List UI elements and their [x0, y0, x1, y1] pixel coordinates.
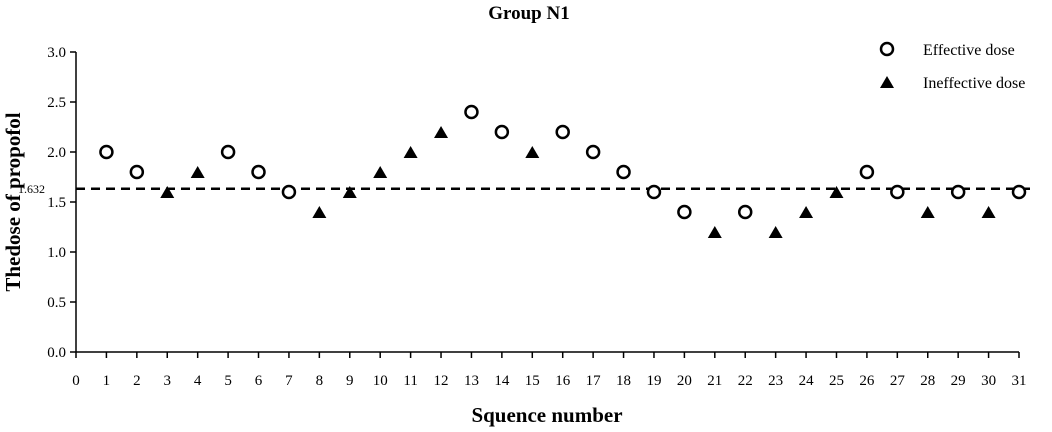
- x-tick-label: 13: [464, 373, 479, 389]
- legend-ineffective-marker: [880, 76, 894, 88]
- x-tick-label: 12: [434, 373, 449, 389]
- ineffective-dose-point: [160, 186, 175, 198]
- x-tick-label: 8: [316, 373, 324, 389]
- x-tick-label: 27: [890, 373, 906, 389]
- x-tick-label: 28: [920, 373, 935, 389]
- legend-effective-marker: [879, 41, 895, 57]
- x-tick-label: 0: [72, 373, 80, 389]
- x-tick-label: 24: [799, 373, 815, 389]
- effective-dose-point: [464, 104, 479, 120]
- ineffective-dose-point: [342, 186, 357, 198]
- effective-dose-point: [494, 124, 510, 140]
- effective-dose-point: [677, 204, 692, 220]
- x-tick-label: 26: [859, 373, 875, 389]
- ineffective-dose-point: [434, 126, 449, 138]
- x-tick-label: 2: [133, 373, 141, 389]
- ineffective-dose-point: [312, 206, 327, 218]
- y-tick-label: 2.5: [47, 95, 66, 111]
- series-layer: [99, 104, 1027, 238]
- x-ticks: 0 1 2 3 4 5 6 7 8 9 10 11 12 13 14 15 16 17 18 19 20 21 22 23 24…: [72, 352, 1027, 389]
- y-tick-label: 1.0: [47, 245, 66, 261]
- ineffective-dose-point: [525, 146, 540, 158]
- effective-dose-point: [616, 164, 631, 180]
- ineffective-dose-point: [920, 206, 935, 218]
- chart-title: Group N1: [488, 3, 569, 24]
- ineffective-dose-point: [707, 226, 722, 238]
- legend: Effective dose Ineffective dose: [879, 41, 1025, 92]
- x-tick-label: 15: [525, 373, 540, 389]
- x-axis-label: Squence number: [471, 403, 622, 427]
- x-tick-label: 23: [768, 373, 783, 389]
- ineffective-dose-point: [829, 186, 844, 198]
- x-tick-label: 14: [494, 373, 510, 389]
- x-tick-label: 31: [1012, 373, 1027, 389]
- x-tick-label: 17: [586, 373, 602, 389]
- x-tick-label: 21: [707, 373, 722, 389]
- x-tick-label: 16: [555, 373, 571, 389]
- effective-dose-point: [890, 184, 905, 200]
- x-tick-label: 30: [981, 373, 996, 389]
- x-tick-label: 22: [738, 373, 753, 389]
- ineffective-dose-point: [403, 146, 418, 158]
- x-tick-label: 4: [194, 373, 202, 389]
- y-tick-label: 2.0: [47, 145, 66, 161]
- legend-ineffective-label: Ineffective dose: [923, 75, 1025, 92]
- effective-dose-point: [99, 144, 114, 160]
- effective-dose-point: [646, 184, 662, 200]
- x-tick-label: 11: [403, 373, 417, 389]
- reference-line-label: 1.632: [18, 182, 45, 196]
- x-tick-label: 9: [346, 373, 354, 389]
- ineffective-dose-point: [981, 206, 996, 218]
- effective-dose-point: [220, 144, 236, 160]
- legend-effective-label: Effective dose: [923, 42, 1015, 59]
- effective-dose-point: [281, 184, 297, 200]
- x-tick-label: 10: [373, 373, 388, 389]
- effective-dose-point: [555, 124, 570, 140]
- effective-dose-point: [950, 184, 966, 200]
- y-tick-label: 0.0: [47, 345, 66, 361]
- x-tick-label: 6: [255, 373, 263, 389]
- effective-dose-point: [737, 204, 753, 220]
- y-ticks: 0.0 0.5 1.0 1.5 2.0 2.5 3.0: [47, 45, 76, 361]
- x-tick-label: 29: [951, 373, 966, 389]
- x-tick-label: 25: [829, 373, 844, 389]
- y-axis-label: Thedose of propofol: [1, 112, 25, 291]
- effective-dose-point: [859, 164, 875, 180]
- ineffective-dose-point: [190, 166, 205, 178]
- x-tick-label: 18: [616, 373, 631, 389]
- x-tick-label: 20: [677, 373, 692, 389]
- x-tick-label: 5: [224, 373, 232, 389]
- ineffective-dose-point: [768, 226, 783, 238]
- x-tick-label: 3: [164, 373, 172, 389]
- effective-dose-point: [585, 144, 601, 160]
- effective-dose-point: [1011, 184, 1027, 200]
- y-tick-label: 1.5: [47, 195, 66, 211]
- ineffective-dose-point: [799, 206, 814, 218]
- y-tick-label: 3.0: [47, 45, 66, 61]
- effective-dose-point: [251, 164, 266, 180]
- x-tick-label: 19: [646, 373, 661, 389]
- y-tick-label: 0.5: [47, 295, 66, 311]
- effective-dose-point: [129, 164, 145, 180]
- x-tick-label: 1: [103, 373, 111, 389]
- ineffective-dose-point: [373, 166, 388, 178]
- x-tick-label: 7: [285, 373, 293, 389]
